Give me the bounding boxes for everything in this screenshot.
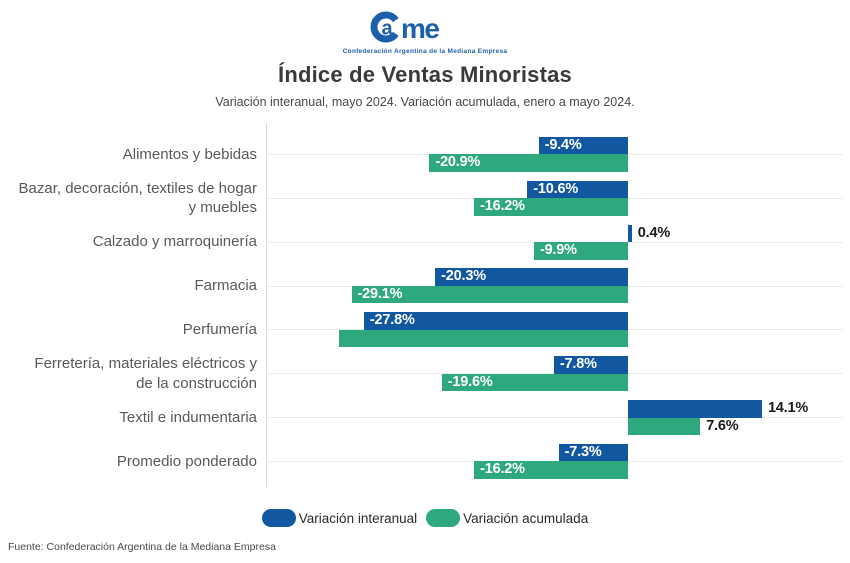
chart-row: Farmacia -20.3% -29.1% [0,264,850,308]
bar-variacion-acumulada: 7.6% [628,417,739,436]
category-label: Alimentos y bebidas [122,145,257,163]
legend-swatch [261,509,296,527]
logo-c-glyph [370,11,399,43]
bar-value-label: -9.9% [539,242,577,259]
source-note: Fuente: Confederación Argentina de la Me… [8,541,276,553]
bar-variacion-acumulada: -29.1% [351,285,628,304]
bar-value-label: -9.4% [544,136,582,153]
bar-value-label: 7.6% [706,417,739,434]
chart-row: Promedio ponderado -7.3% -16.2% [0,439,850,483]
came-logo: a me Confederación Argentina de la Media… [0,8,850,55]
bar-variacion-interanual: -10.6% [527,180,628,199]
bar-chart: Alimentos y bebidas -9.4% -20.9% Bazar, … [0,123,850,487]
bar-variacion-interanual: -9.4% [538,136,628,155]
bar-variacion-acumulada: -20.9% [429,154,628,172]
bar-variacion-acumulada: -19.6% [441,373,628,392]
category-label: Calzado y marroquinería [92,233,257,251]
logo-a-glyph: a [381,18,393,40]
category-label: Bazar, decoración, textiles de hogar y mu… [18,179,257,217]
bar-value-label: 14.1% [767,400,809,417]
page-title: Índice de Ventas Minoristas [278,62,572,87]
bar-variacion-interanual: 0.4% [628,224,670,243]
bar-value-label: -29.1% [357,285,403,302]
bar-value-label: -20.9% [435,154,481,171]
bar-value-label: -7.8% [559,356,597,373]
chart-row: Ferretería, materiales eléctricos y de la… [0,352,850,396]
logo-me-glyph: me [401,13,439,44]
bar-variacion-acumulada [339,329,628,348]
bar-variacion-interanual: -7.8% [553,356,628,374]
chart-row: Textil e indumentaria 14.1% 7.6% [0,396,850,440]
chart-row: Bazar, decoración, textiles de hogar y mu… [0,176,850,220]
chart-row: Calzado y marroquinería 0.4% -9.9% [0,220,850,264]
legend: Variación interanual Variación acumulada [0,509,850,527]
legend-item-label: Variación acumulada [463,510,589,526]
bar-variacion-interanual: -20.3% [435,268,628,286]
category-axis-line [266,123,267,487]
bar-variacion-interanual: -7.3% [558,443,628,462]
bar-value-label: -16.2% [480,198,525,215]
legend-item: Variación interanual [261,509,418,527]
chart-row: Alimentos y bebidas -9.4% -20.9% [0,132,850,176]
bar-variacion-acumulada: -16.2% [474,198,628,216]
page-subtitle: Variación interanual, mayo 2024. Variaci… [215,95,635,109]
legend-swatch [426,509,461,527]
bar-value-label: -16.2% [480,461,525,478]
bar-value-label: -27.8% [369,312,415,329]
legend-item: Variación acumulada [426,509,588,527]
bar-variacion-acumulada: -16.2% [474,461,628,479]
category-label: Ferretería, materiales eléctricos y de la… [34,355,257,392]
bar-variacion-interanual: -27.8% [363,312,628,330]
bar-variacion-acumulada: -9.9% [533,242,628,260]
bar-value-label: -19.6% [447,373,493,390]
bar-value-label: -20.3% [441,268,486,285]
chart-row: Perfumería -27.8% [0,308,850,352]
category-label: Promedio ponderado [116,452,257,470]
logo-tagline: Confederación Argentina de la Mediana Em… [342,48,508,55]
gridline [266,417,843,419]
legend-item-label: Variación interanual [298,510,418,526]
came-logo-mark: a me [370,11,441,44]
category-label: Farmacia [194,277,257,295]
category-label: Perfumería [182,321,257,339]
bar-value-label: -7.3% [564,443,602,460]
category-label: Textil e indumentaria [119,408,257,426]
bar-value-label: -10.6% [533,180,579,197]
bar-variacion-interanual: 14.1% [628,400,808,418]
bar-value-label: 0.4% [637,224,671,241]
